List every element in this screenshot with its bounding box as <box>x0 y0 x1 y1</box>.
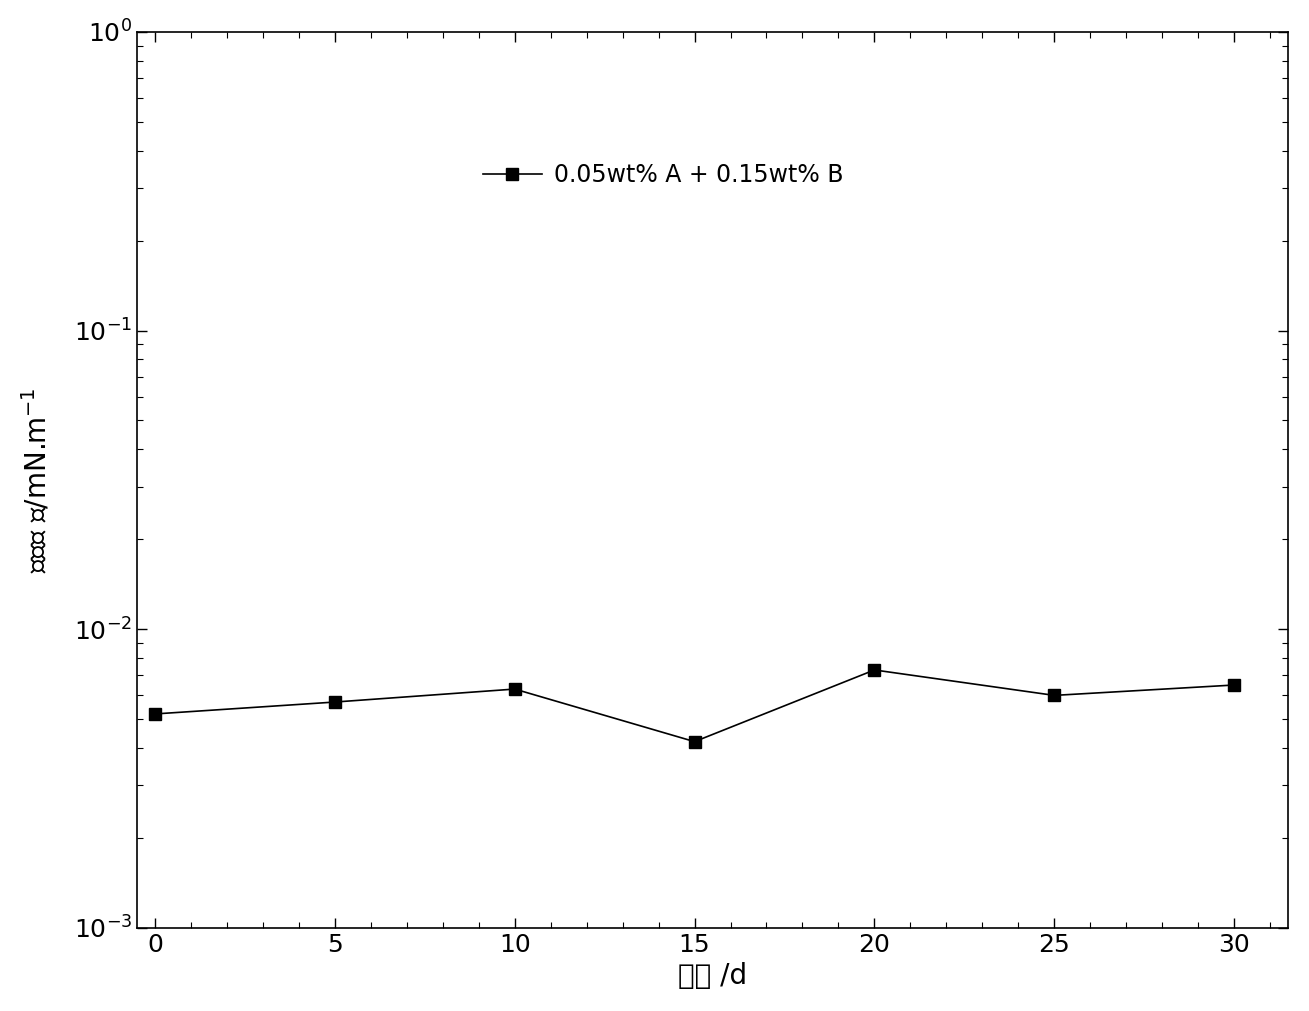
0.05wt% A + 0.15wt% B <box>1227 679 1242 692</box>
X-axis label: 时间 /d: 时间 /d <box>678 962 747 990</box>
0.05wt% A + 0.15wt% B <box>867 664 882 676</box>
0.05wt% A + 0.15wt% B <box>507 683 522 696</box>
0.05wt% A + 0.15wt% B <box>1046 690 1062 702</box>
Line: 0.05wt% A + 0.15wt% B: 0.05wt% A + 0.15wt% B <box>149 664 1240 747</box>
0.05wt% A + 0.15wt% B <box>147 708 162 720</box>
Y-axis label: 界面张 力/mN.m$^{-1}$: 界面张 力/mN.m$^{-1}$ <box>21 387 52 572</box>
0.05wt% A + 0.15wt% B <box>687 736 703 748</box>
0.05wt% A + 0.15wt% B <box>327 696 343 708</box>
Legend: 0.05wt% A + 0.15wt% B: 0.05wt% A + 0.15wt% B <box>471 152 855 199</box>
